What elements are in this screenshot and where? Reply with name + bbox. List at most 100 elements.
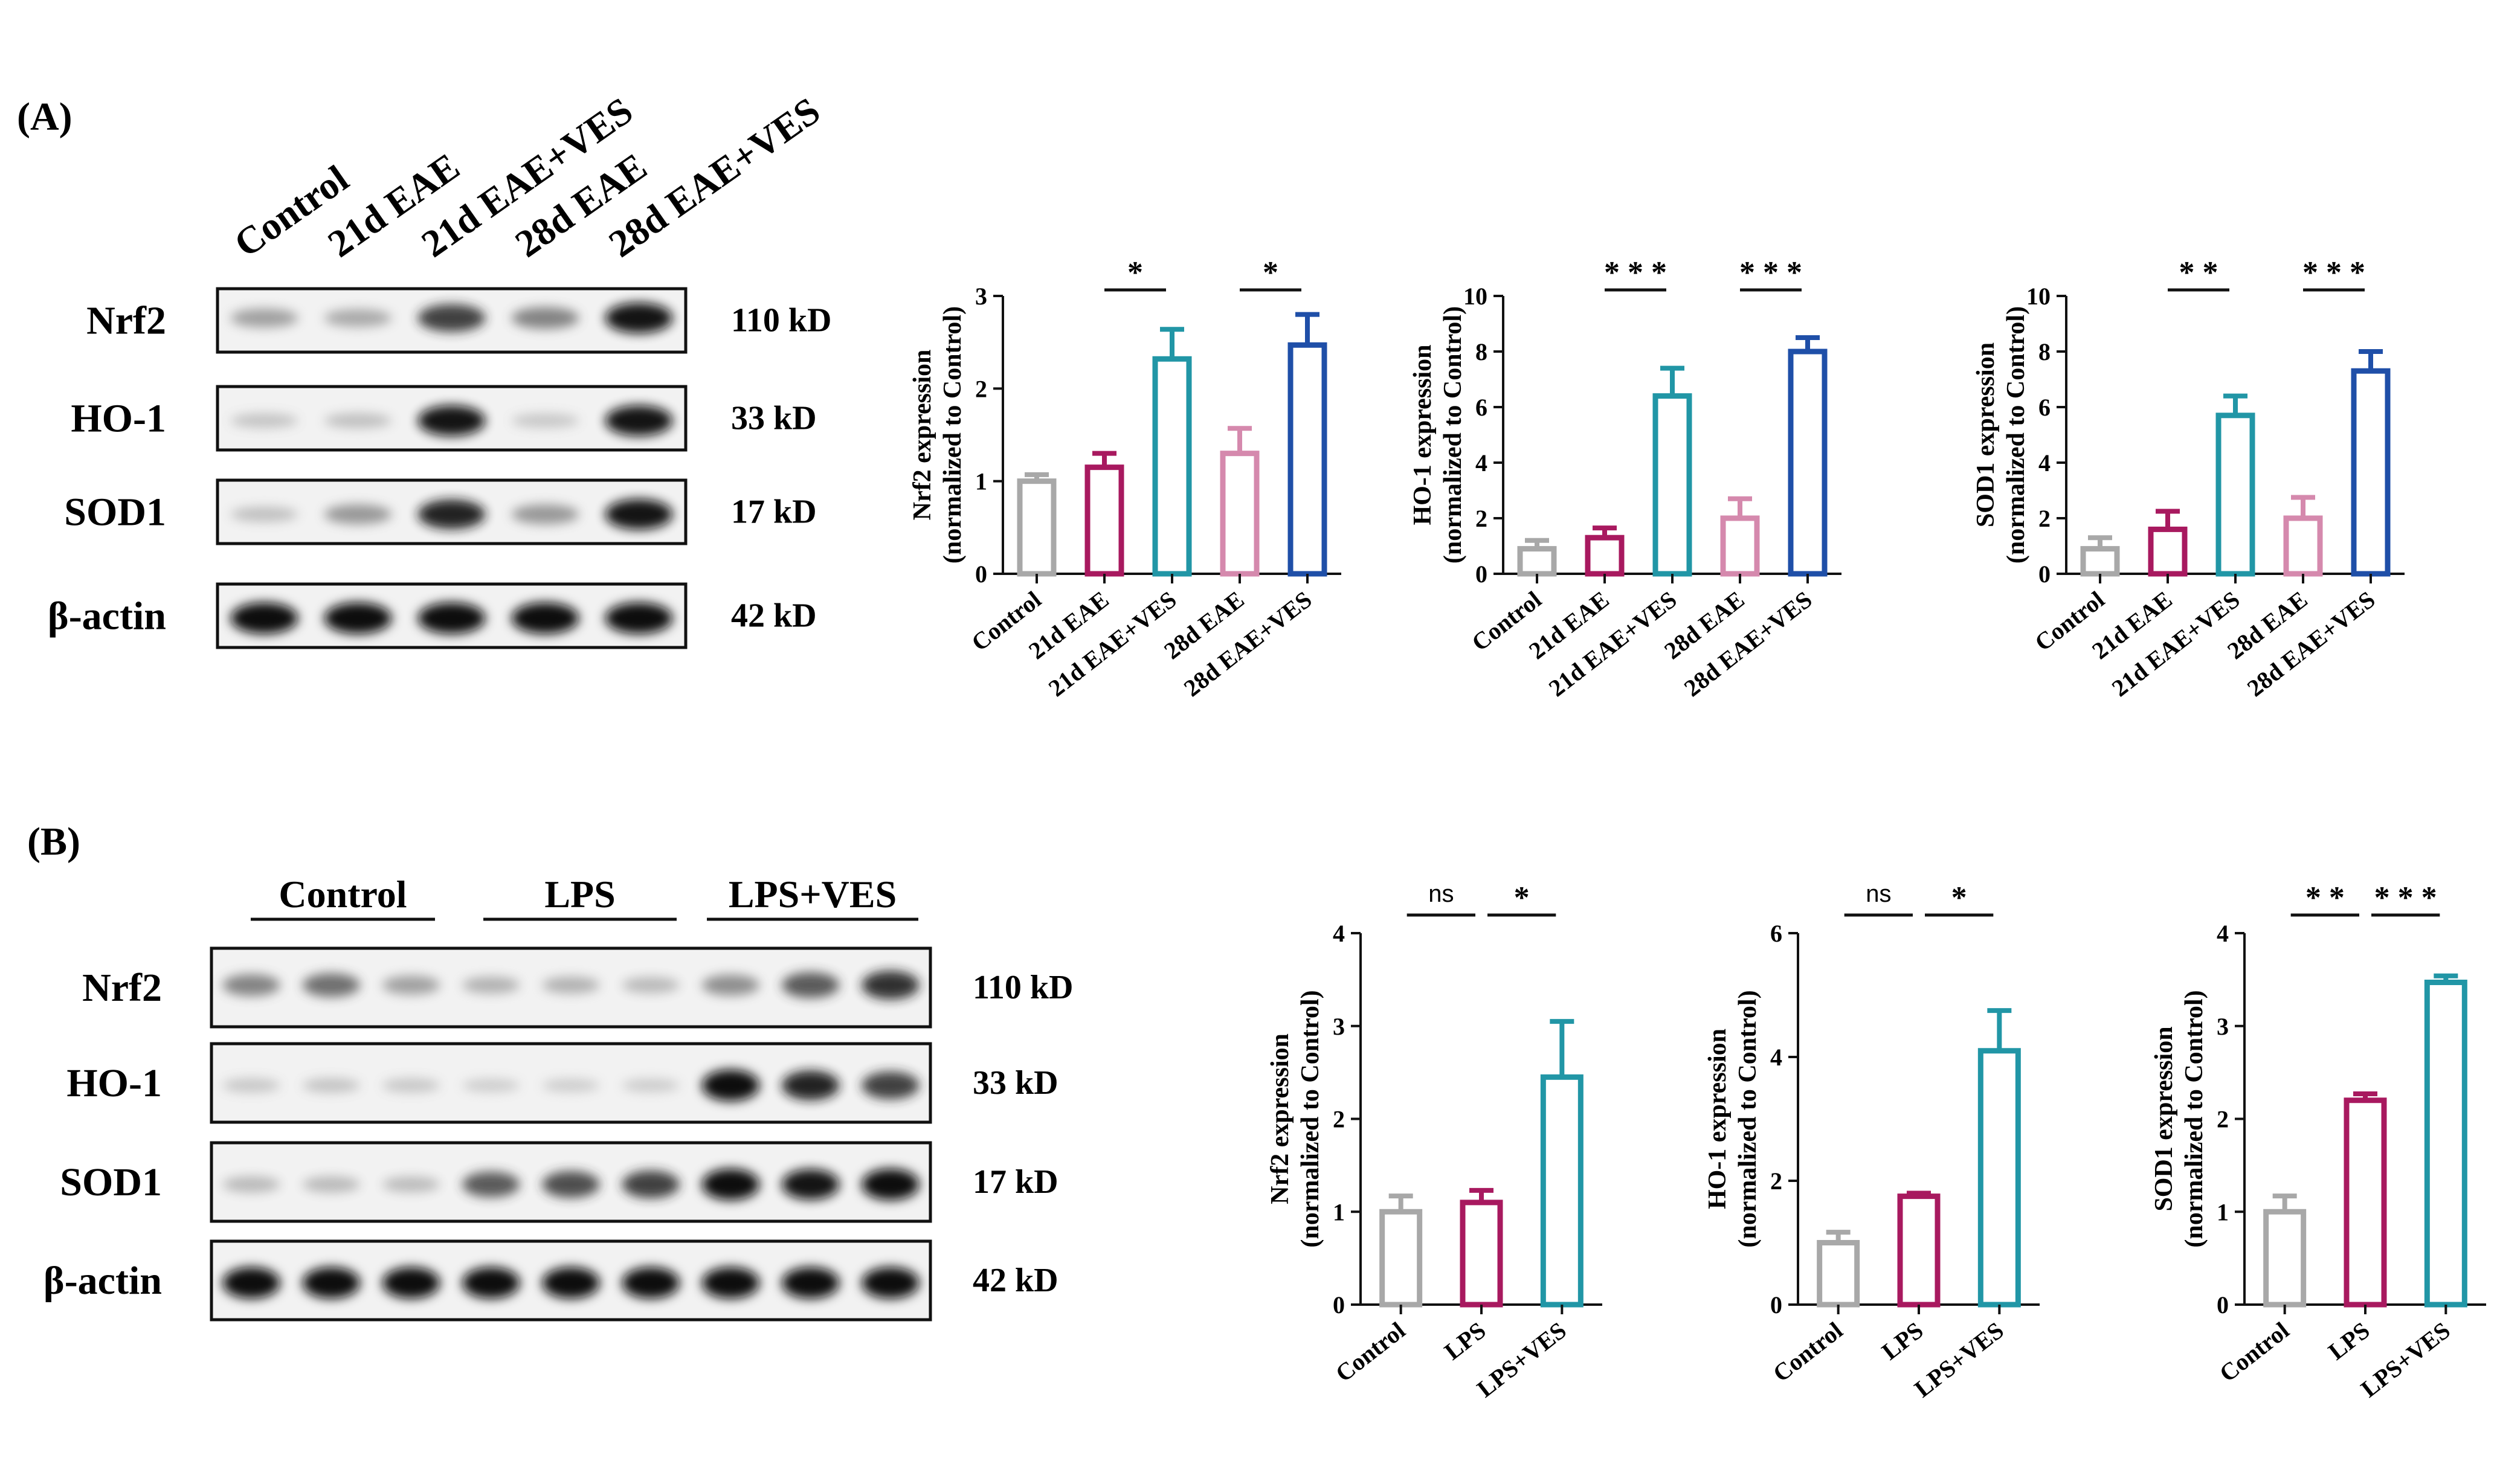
blot-band <box>542 1171 600 1198</box>
y-tick-label: 8 <box>1475 338 1487 365</box>
bar <box>1897 1193 1941 1308</box>
blot-kd-label: 33 kD <box>973 1064 1058 1102</box>
blot-band <box>542 1079 600 1092</box>
y-tick-label: 2 <box>975 375 987 402</box>
y-tick-label: 3 <box>975 283 987 310</box>
x-tick-label: LPS+VES <box>1909 1317 2009 1403</box>
blot-band <box>417 405 486 436</box>
x-tick-label: Control <box>1768 1317 1848 1387</box>
y-tick-label: 3 <box>2217 1013 2229 1040</box>
y-tick-label: 6 <box>1770 920 1782 947</box>
bar-chart: 0 2 4 6 HO-1 expression (normalized to Contro… <box>1704 881 2040 1402</box>
y-tick-label: 4 <box>1770 1044 1782 1071</box>
y-tick-label: 2 <box>2217 1106 2229 1133</box>
blot-band <box>382 1078 440 1093</box>
blot-band <box>622 977 680 994</box>
blot-band <box>230 413 298 428</box>
y-axis-label: SOD1 expression <box>2150 1026 2178 1211</box>
bar <box>1540 1074 1584 1308</box>
blot-band <box>382 975 440 995</box>
bar <box>2080 546 2120 577</box>
y-tick-label: 0 <box>1475 561 1487 588</box>
bar <box>2424 979 2467 1308</box>
y-tick-label: 10 <box>2026 283 2051 310</box>
y-tick-label: 0 <box>1333 1291 1345 1319</box>
blot-band <box>782 972 840 998</box>
blot-band <box>324 413 392 428</box>
significance-label: * <box>1514 881 1530 915</box>
blot-protein-label: HO-1 <box>71 397 166 441</box>
y-tick-label: 6 <box>1475 394 1487 421</box>
y-tick-label: 3 <box>1333 1013 1345 1040</box>
blot-band <box>542 977 600 994</box>
bar <box>1379 1209 1423 1308</box>
blot-protein-label: HO-1 <box>66 1061 162 1105</box>
y-axis-label: (normalized to Control) <box>2180 990 2208 1247</box>
significance-label: * * <box>2305 881 2345 915</box>
blot-kd-label: 17 kD <box>973 1163 1058 1201</box>
blot-band <box>542 1267 600 1299</box>
blot-band <box>862 971 920 1000</box>
blot-band <box>701 1267 760 1299</box>
y-tick-label: 2 <box>2038 505 2051 532</box>
bar <box>2351 368 2391 577</box>
blot-band <box>701 1070 760 1101</box>
panel-a-label: (A) <box>17 95 72 139</box>
significance-label: * <box>1127 255 1143 290</box>
y-tick-label: 0 <box>2038 561 2051 588</box>
blot-band <box>511 602 579 634</box>
blot-band <box>230 602 298 634</box>
significance-label: * <box>1951 881 1967 915</box>
bar <box>1460 1200 1503 1308</box>
bar <box>2283 515 2323 577</box>
significance-label: * * * <box>2302 255 2365 290</box>
blot-band <box>862 1169 920 1200</box>
y-axis-label: HO-1 expression <box>1409 344 1437 525</box>
y-tick-label: 4 <box>1333 920 1345 947</box>
bar <box>1585 535 1625 577</box>
blot-band <box>862 1267 920 1299</box>
blot-protein-label: SOD1 <box>60 1160 162 1204</box>
y-tick-label: 2 <box>1333 1106 1345 1133</box>
bar <box>2263 1209 2307 1308</box>
blot-protein-label: Nrf2 <box>86 299 166 343</box>
blot-band <box>417 602 486 634</box>
blot-band <box>511 307 579 329</box>
blot-band <box>382 1267 440 1299</box>
bar-chart: 0 2 4 6 8 10 HO-1 expression (normalized to Con… <box>1409 255 1841 702</box>
blot-band <box>302 1176 360 1193</box>
y-tick-label: 4 <box>1475 449 1487 477</box>
blot-band <box>302 1267 360 1299</box>
y-tick-label: 2 <box>1475 505 1487 532</box>
blot-band <box>862 1071 920 1099</box>
x-tick-label: LPS <box>1877 1317 1928 1366</box>
blot-band <box>462 1171 520 1198</box>
y-tick-label: 4 <box>2217 920 2229 947</box>
y-tick-label: 1 <box>2217 1198 2229 1225</box>
y-tick-label: 10 <box>1463 283 1487 310</box>
blot-band <box>302 973 360 997</box>
blot-protein-label: SOD1 <box>64 490 166 535</box>
blot-kd-label: 33 kD <box>731 400 817 437</box>
bar <box>2215 413 2255 577</box>
panel-b-label: (B) <box>27 820 80 864</box>
bar <box>1152 356 1192 577</box>
blot-band <box>462 1079 520 1092</box>
blot-kd-label: 17 kD <box>731 493 817 531</box>
blot-band <box>622 1079 680 1092</box>
bar <box>1817 1240 1860 1308</box>
blot-band <box>222 1078 280 1093</box>
x-tick-label: LPS <box>1439 1317 1491 1366</box>
blot-band <box>462 1267 520 1299</box>
x-tick-label: Control <box>1330 1317 1410 1387</box>
blot-band <box>230 507 298 522</box>
significance-label: ns <box>1866 881 1891 907</box>
bar <box>1977 1048 2021 1308</box>
significance-label: * * * <box>2374 881 2437 915</box>
bar <box>1084 464 1124 577</box>
blot-group-label: LPS <box>544 873 615 916</box>
blot-band <box>782 1267 840 1299</box>
bar <box>1652 393 1692 577</box>
bar <box>1017 478 1057 577</box>
